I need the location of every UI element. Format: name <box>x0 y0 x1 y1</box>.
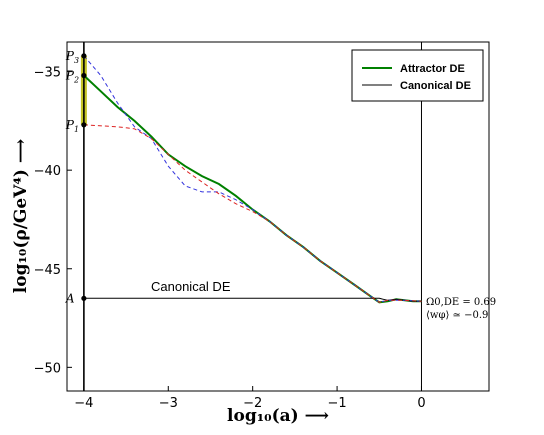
x-tick-label: −2 <box>243 396 262 411</box>
y-tick-label: −40 <box>34 164 61 179</box>
x-tick-label: −4 <box>74 396 93 411</box>
y-tick-label: −35 <box>34 66 61 81</box>
legend-label-canonical: Canonical DE <box>400 80 471 92</box>
y-ticks: −35 −40 −45 −50 <box>34 66 72 376</box>
point-label: A <box>65 291 75 305</box>
point-marker <box>81 53 87 59</box>
series-line-red-dashed <box>83 124 422 303</box>
series-line-canonical-de <box>83 297 422 302</box>
w-annotation: ⟨wφ⟩ ≃ −0.9 <box>426 310 488 321</box>
x-tick-label: 0 <box>417 396 425 411</box>
canonical-de-label: Canonical DE <box>151 279 231 294</box>
legend-box <box>351 49 484 102</box>
legend: Attractor DE Canonical DE <box>351 49 484 102</box>
x-tick-label: −1 <box>327 396 346 411</box>
series-layer <box>83 55 422 304</box>
y-tick-label: −45 <box>34 263 61 278</box>
legend-label-attractor: Attractor DE <box>400 63 465 75</box>
omega-annotation: Ω0,DE = 0.69 <box>426 297 496 308</box>
y-tick-label: −50 <box>34 361 61 376</box>
x-axis-label: log₁₀(a) ⟶ <box>227 406 329 426</box>
point-marker <box>81 122 87 128</box>
series-line-blue-dashed <box>83 55 422 303</box>
x-tick-label: −3 <box>159 396 178 411</box>
x-ticks: −4 −3 −2 −1 0 <box>74 386 426 411</box>
y-axis-label: log₁₀(ρ/GeV⁴) ⟶ <box>11 139 31 293</box>
point-marker <box>81 72 87 79</box>
point-marker <box>81 295 87 301</box>
